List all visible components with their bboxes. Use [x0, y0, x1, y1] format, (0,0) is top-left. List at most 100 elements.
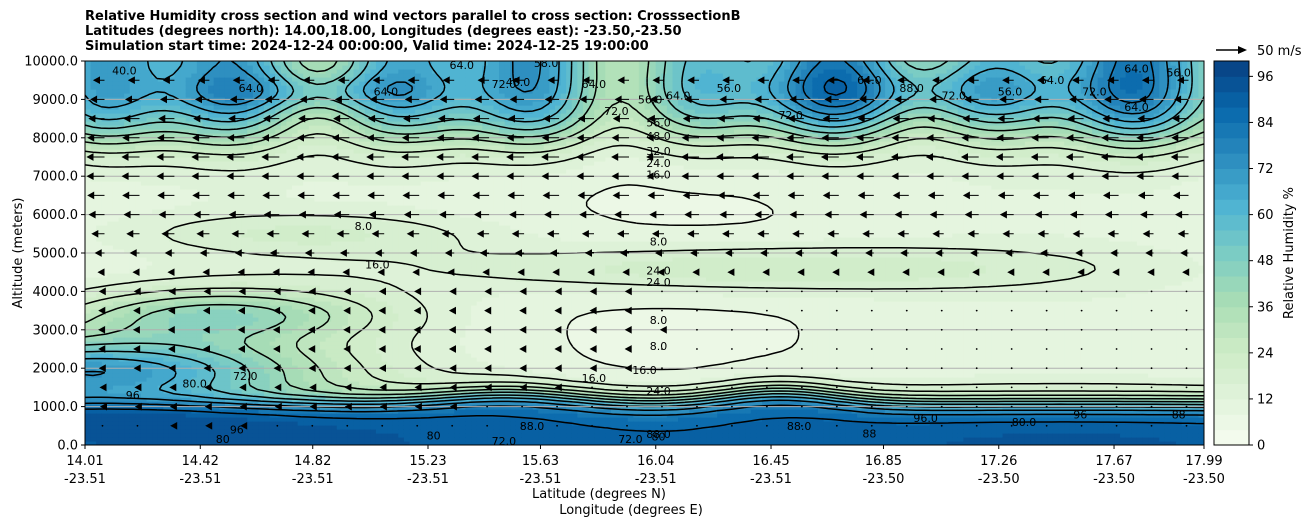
field-cell: [275, 221, 282, 226]
field-cell: [191, 405, 198, 410]
field-cell: [336, 241, 343, 246]
field-cell: [85, 321, 92, 326]
field-cell: [90, 201, 97, 206]
field-cell: [168, 113, 176, 118]
field-cell: [168, 117, 176, 122]
field-cell: [163, 393, 170, 398]
field-cell: [191, 89, 198, 94]
field-cell: [336, 301, 343, 306]
field-cell: [364, 397, 371, 402]
field-cell: [314, 93, 321, 98]
field-cell: [370, 197, 377, 202]
field-cell: [325, 109, 332, 114]
field-cell: [85, 273, 92, 278]
field-cell: [247, 305, 254, 310]
field-cell: [303, 249, 310, 254]
field-cell: [303, 353, 310, 358]
field-cell: [269, 185, 276, 190]
field-cell: [336, 237, 343, 242]
field-cell: [319, 345, 327, 350]
field-cell: [135, 145, 142, 150]
field-cell: [96, 417, 103, 422]
field-cell: [364, 221, 371, 226]
field-cell: [168, 133, 176, 138]
field-cell: [230, 245, 237, 250]
field-cell: [347, 169, 355, 174]
field-cell: [129, 297, 136, 302]
field-cell: [90, 69, 97, 74]
field-cell: [230, 385, 237, 390]
field-cell: [180, 105, 187, 110]
field-cell: [236, 121, 243, 126]
field-cell: [342, 349, 349, 354]
field-cell: [112, 297, 120, 302]
field-cell: [124, 321, 131, 326]
field-cell: [314, 205, 321, 210]
field-cell: [196, 237, 204, 242]
field-cell: [129, 317, 136, 322]
field-cell: [342, 421, 349, 426]
field-cell: [280, 245, 288, 250]
field-cell: [85, 313, 92, 318]
field-cell: [292, 61, 299, 66]
field-cell: [135, 109, 142, 114]
field-cell: [129, 277, 136, 282]
field-cell: [303, 217, 310, 222]
field-cell: [325, 141, 332, 146]
field-cell: [202, 77, 209, 82]
field-cell: [252, 141, 260, 146]
field-cell: [101, 73, 108, 78]
field-cell: [297, 433, 304, 438]
field-cell: [342, 429, 349, 434]
field-cell: [174, 213, 181, 218]
field-cell: [280, 81, 288, 86]
field-cell: [96, 405, 103, 410]
field-cell: [157, 181, 164, 186]
field-cell: [140, 413, 148, 418]
field-cell: [230, 105, 237, 110]
field-cell: [359, 313, 366, 318]
field-cell: [370, 229, 377, 234]
field-cell: [286, 237, 293, 242]
field-cell: [157, 217, 164, 222]
field-cell: [168, 225, 176, 230]
field-cell: [319, 109, 327, 114]
field-cell: [219, 221, 226, 226]
field-cell: [219, 233, 226, 238]
field-cell: [90, 265, 97, 270]
field-cell: [208, 229, 215, 234]
field-cell: [174, 381, 181, 386]
field-cell: [347, 293, 355, 298]
field-cell: [163, 65, 170, 70]
field-cell: [191, 237, 198, 242]
field-cell: [191, 313, 198, 318]
field-cell: [258, 285, 265, 290]
field-cell: [191, 417, 198, 422]
field-cell: [85, 389, 92, 394]
field-cell: [185, 137, 192, 142]
field-cell: [208, 145, 215, 150]
field-cell: [101, 257, 108, 262]
field-cell: [303, 85, 310, 90]
field-cell: [370, 365, 377, 370]
field-cell: [180, 433, 187, 438]
field-cell: [297, 185, 304, 190]
field-cell: [90, 337, 97, 342]
field-cell: [314, 85, 321, 90]
field-cell: [241, 89, 248, 94]
field-cell: [196, 353, 204, 358]
field-cell: [370, 65, 377, 70]
field-cell: [353, 157, 360, 162]
field-cell: [191, 373, 198, 378]
field-cell: [370, 221, 377, 226]
field-cell: [140, 433, 148, 438]
field-cell: [208, 233, 215, 238]
field-cell: [118, 129, 125, 134]
field-cell: [275, 117, 282, 122]
field-cell: [269, 373, 276, 378]
field-cell: [303, 257, 310, 262]
field-cell: [359, 61, 366, 66]
field-cell: [213, 109, 220, 114]
field-cell: [140, 93, 148, 98]
field-cell: [292, 193, 299, 198]
